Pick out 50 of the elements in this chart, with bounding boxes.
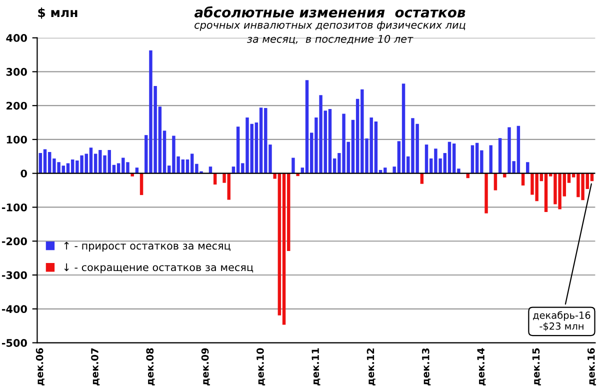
x-tick-label: дек.16 (587, 348, 596, 386)
x-tick-label: дек.12 (366, 348, 376, 386)
x-tick-label: дек.10 (256, 348, 266, 386)
y-axis-title: $ млн (38, 7, 78, 19)
y-tick-label: -400 (2, 305, 27, 313)
bar (259, 108, 263, 174)
bar (66, 163, 70, 174)
bar (89, 148, 93, 174)
y-tick-label: -100 (2, 203, 27, 212)
bar (130, 173, 134, 176)
y-tick-label: 0 (20, 170, 27, 178)
bar (494, 173, 498, 190)
bar (282, 173, 286, 325)
x-tick-label: дек.09 (201, 348, 210, 386)
bar (305, 80, 309, 174)
chart-title: абсолютные изменения остатков (194, 6, 466, 18)
x-tick-label: дек.08 (146, 348, 155, 386)
x-tick-label: дек.06 (36, 348, 44, 386)
y-tick-label: 300 (6, 68, 27, 76)
bar (43, 149, 47, 174)
bar (448, 142, 452, 174)
bar (38, 153, 42, 174)
y-tick-label: -500 (2, 338, 27, 347)
bar (498, 138, 502, 174)
bar (292, 158, 295, 174)
annotation: декабрь-16 -$23 млн (533, 311, 590, 332)
y-tick-label: 400 (6, 34, 27, 42)
bar (470, 145, 474, 174)
bar (526, 162, 530, 174)
x-tick-label: дек.14 (477, 348, 486, 386)
bar (544, 173, 548, 212)
bar (402, 84, 406, 174)
x-tick-label: дек.13 (422, 348, 431, 386)
x-tick-label: дек.11 (312, 348, 320, 386)
y-tick-label: -300 (2, 271, 27, 280)
x-tick-label: дек.07 (91, 348, 100, 386)
bar (328, 108, 332, 174)
legend-label: ↑ - прирост остатков за месяц (64, 242, 230, 252)
bar (140, 173, 144, 196)
bar (503, 173, 506, 178)
x-tick-label: дек.15 (532, 348, 541, 386)
bar (208, 166, 212, 174)
bar (489, 145, 492, 174)
chart-subtitle: срочных инвалютных депозитов физических лиц за месяц, в последние 10 лет (194, 21, 466, 44)
bar (484, 173, 488, 214)
y-tick-label: 100 (6, 136, 27, 144)
y-tick-label: -200 (2, 237, 27, 246)
legend-label: ↓ - сокращение остатков за месяц (64, 263, 254, 274)
bar (424, 144, 428, 174)
y-tick-label: 200 (6, 102, 27, 110)
